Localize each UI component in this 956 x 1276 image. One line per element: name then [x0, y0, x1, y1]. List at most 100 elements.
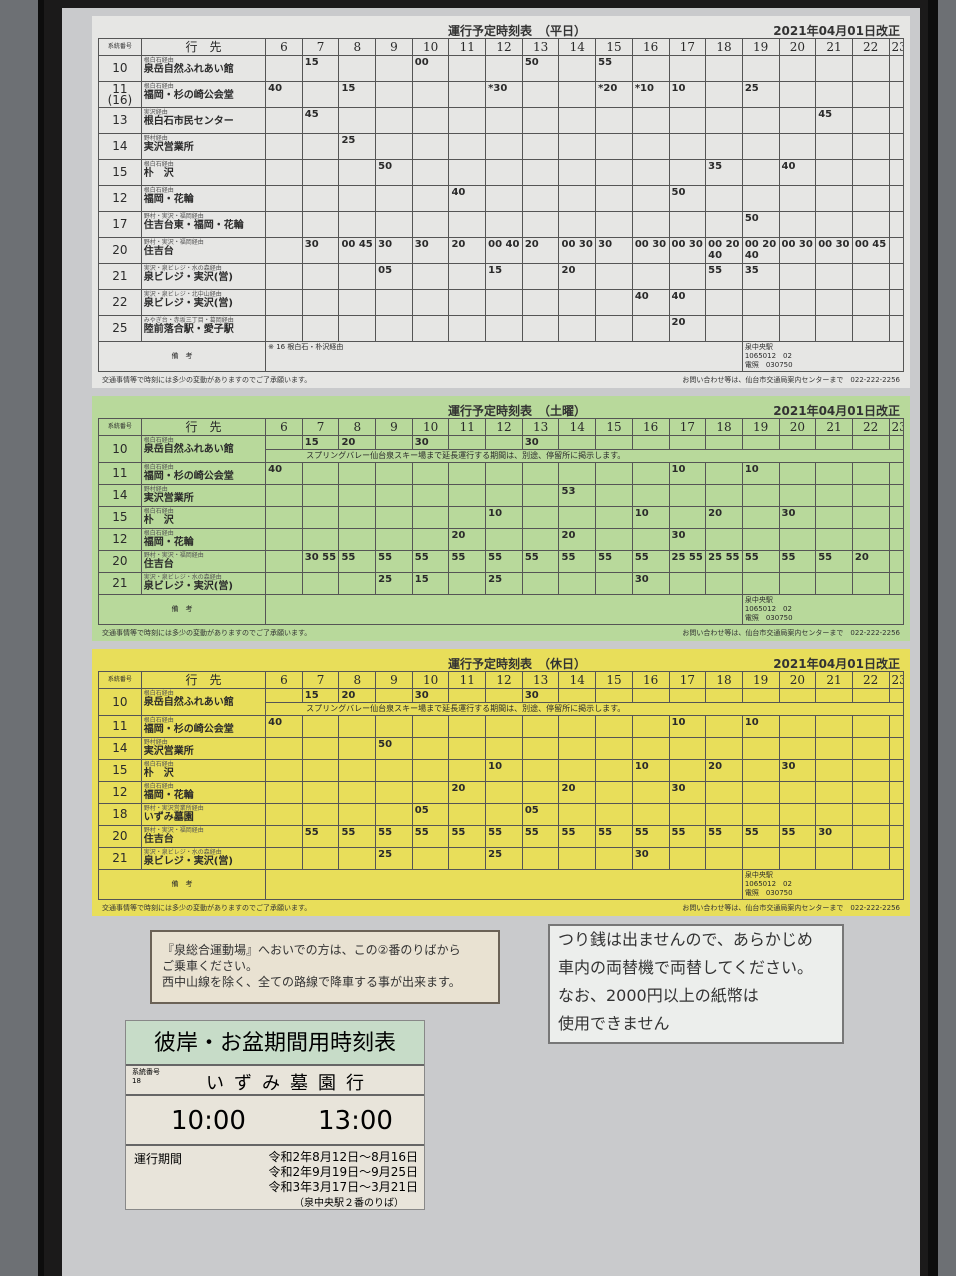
hour-header: 13	[521, 38, 560, 56]
departure-cell	[301, 185, 340, 212]
departure-cell	[668, 263, 707, 290]
departure-cell	[411, 289, 450, 316]
departure-cell: 55	[485, 550, 523, 573]
departure-cell	[668, 506, 707, 529]
departure-cell	[778, 528, 817, 551]
remarks-text	[265, 869, 743, 900]
departure-cell: 30 55	[301, 550, 340, 573]
departure-cell	[595, 211, 633, 238]
departure-cell	[888, 506, 905, 529]
departure-cell	[851, 133, 890, 160]
departure-cell	[888, 550, 905, 573]
station-code: 1065012 02	[744, 352, 792, 360]
hour-header: 23	[888, 418, 905, 436]
route-number: 18	[132, 1077, 141, 1085]
destination: 根白石経由 福岡・花輪	[140, 185, 267, 212]
departure-cell	[521, 81, 560, 108]
departure-cell	[448, 289, 487, 316]
departure-cell	[265, 803, 303, 826]
departure-cell: 10	[741, 462, 780, 485]
remarks-row: 備 考 ※ 16 根白石・朴沢経由 泉中央駅 1065012 02 電照 030750	[97, 341, 905, 372]
departure-cell	[595, 528, 633, 551]
via-label: 根白石経由	[143, 161, 174, 168]
departure-cell: 50	[521, 55, 560, 82]
contact-info: お問い合わせ等は、仙台市交通局案内センターまで 022-222-2256	[682, 904, 900, 912]
departure-cell: 40	[631, 289, 670, 316]
departure-cell	[705, 737, 743, 760]
higan-obon-timetable: 彼岸・お盆期間用時刻表 系統番号 18 いずみ墓園行 10:00 13:00 運行期間…	[125, 1020, 425, 1210]
via-label: 根白石経由	[143, 717, 174, 724]
hour-header: 21	[815, 38, 853, 56]
departure-cell	[815, 211, 853, 238]
departure-cell	[265, 133, 303, 160]
hour-header: 13	[521, 671, 560, 689]
departure-cell: 55	[705, 263, 743, 290]
departure-cell	[411, 263, 450, 290]
destination-name: 住吉台	[143, 834, 174, 845]
departure-cell	[411, 781, 450, 804]
departure-cell	[631, 484, 670, 507]
extension-note: スプリングバレー仙台泉スキー場まで延長運行する期間は、別途、停留所に掲示します。	[265, 449, 904, 463]
departure-cell	[778, 737, 817, 760]
departure-cell: 55	[521, 825, 560, 848]
hour-header: 9	[375, 418, 413, 436]
departure-cell	[448, 159, 487, 186]
destination-name: 朴 沢	[143, 168, 174, 179]
departure-cell	[265, 688, 303, 703]
route-number: 12	[98, 528, 142, 551]
departure-cell: 40	[265, 462, 303, 485]
departure-cell	[778, 263, 817, 290]
departure-cell	[558, 159, 597, 186]
departure-cell	[705, 107, 743, 134]
departure-cell	[301, 715, 340, 738]
route-number: 22	[98, 289, 142, 316]
destination-name: 福岡・花輪	[143, 537, 194, 548]
departure-cell	[815, 847, 853, 870]
departure-cell	[595, 803, 633, 826]
via-label: 実沢経由	[143, 109, 168, 116]
departure-cell	[888, 237, 905, 264]
hour-header: 16	[631, 418, 670, 436]
departure-cell	[485, 289, 523, 316]
departure-cell	[888, 133, 905, 160]
station-station: 泉中央駅	[744, 596, 773, 604]
departure-cell	[851, 211, 890, 238]
departure-cell	[851, 737, 890, 760]
departure-cell	[558, 315, 597, 342]
departure-cell	[778, 715, 817, 738]
extension-note: スプリングバレー仙台泉スキー場まで延長運行する期間は、別途、停留所に掲示します。	[265, 702, 904, 716]
departure-cell	[521, 847, 560, 870]
departure-cell	[301, 315, 340, 342]
departure-cell	[411, 462, 450, 485]
departure-cell	[631, 781, 670, 804]
departure-cell	[485, 528, 523, 551]
departure-cell	[411, 528, 450, 551]
station-code: 1065012 02	[744, 605, 792, 613]
departure-cell	[485, 55, 523, 82]
departure-cell	[338, 781, 377, 804]
route-number: 21	[98, 572, 142, 595]
departure-cell	[631, 688, 670, 703]
period: 令和2年8月12日～8月16日	[268, 1150, 418, 1164]
via-label: みやぎ台・赤坂三丁目・葛岡経由	[143, 317, 234, 324]
via-label: 実沢・泉ビレジ・水の森経由	[143, 574, 222, 581]
departure-cell	[595, 781, 633, 804]
destination: 野村・実沢営業所経由 いずみ墓園	[140, 803, 267, 826]
departure-cell	[448, 211, 487, 238]
departure-cell	[265, 315, 303, 342]
departure-cell	[815, 159, 853, 186]
departure-cell: 40	[265, 715, 303, 738]
route-number: 20	[98, 550, 142, 573]
departure-cell	[778, 462, 817, 485]
departure-cell: 30	[521, 688, 560, 703]
timetable-hol: 運行予定時刻表 （休日） 2021年04月01日改正 系統番号行 先 6 7 8 9 10 11…	[92, 649, 910, 916]
departure-cell: 55	[338, 550, 377, 573]
disclaimer: 交通事情等で時刻には多少の変動がありますのでご了承願います。	[102, 629, 312, 637]
departure-cell	[338, 315, 377, 342]
departure-cell	[595, 462, 633, 485]
departure-cell: 55	[668, 825, 707, 848]
departure-cell	[631, 315, 670, 342]
departure-cell	[668, 688, 707, 703]
via-label: 野村・実沢・福岡経由	[143, 213, 204, 220]
station-info: 泉中央駅 1065012 02 電照 030750	[741, 341, 905, 372]
